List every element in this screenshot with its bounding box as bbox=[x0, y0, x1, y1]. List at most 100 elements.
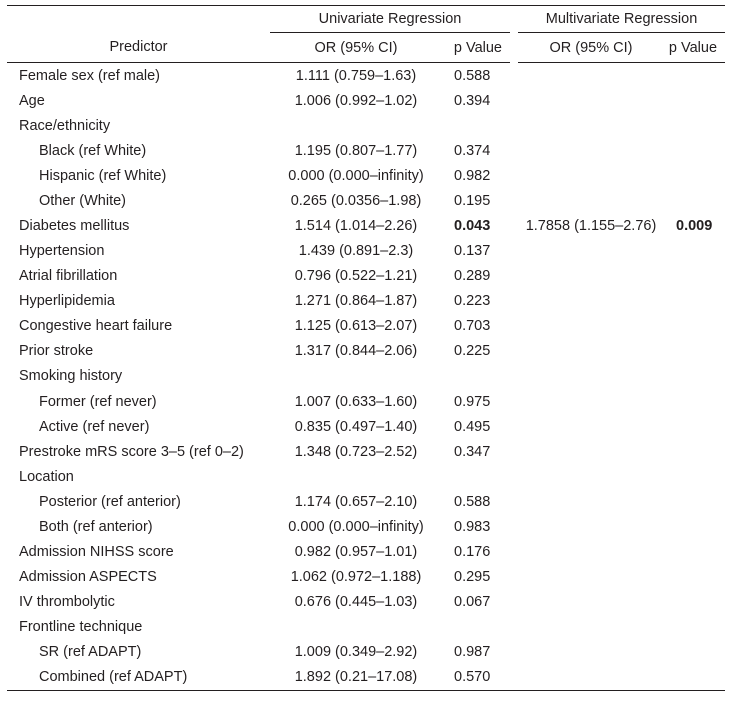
multivariate-or-cell bbox=[518, 239, 664, 264]
predictor-cell: Other (White) bbox=[39, 192, 127, 209]
predictor-cell: Location bbox=[19, 468, 74, 485]
table-row: Admission NIHSS score 0.982 (0.957–1.01) 0… bbox=[7, 539, 725, 564]
table-row: Black (ref White) 1.195 (0.807–1.77) 0.374 bbox=[7, 138, 725, 163]
univariate-or-cell: 1.111 (0.759–1.63) bbox=[295, 67, 417, 84]
table-row: Prior stroke 1.317 (0.844–2.06) 0.225 bbox=[7, 339, 725, 364]
multivariate-or-cell bbox=[518, 314, 664, 339]
table-row: Prestroke mRS score 3–5 (ref 0–2) 1.348 (… bbox=[7, 439, 725, 464]
multivariate-or-cell bbox=[518, 264, 664, 289]
predictor-cell: Prestroke mRS score 3–5 (ref 0–2) bbox=[19, 443, 244, 460]
multivariate-or-cell bbox=[518, 664, 664, 691]
univariate-or-cell: 1.007 (0.633–1.60) bbox=[294, 393, 418, 410]
univariate-or-cell: 0.982 (0.957–1.01) bbox=[294, 544, 418, 561]
table-row: Combined (ref ADAPT) 1.892 (0.21–17.08) 0.… bbox=[7, 664, 726, 691]
multivariate-or-cell bbox=[518, 615, 664, 640]
univariate-or-header: OR (95% CI) bbox=[270, 32, 442, 63]
gap-cell bbox=[510, 664, 518, 691]
multivariate-p-cell bbox=[664, 489, 725, 514]
multivariate-header: Multivariate Regression bbox=[518, 5, 726, 33]
predictor-cell: SR (ref ADAPT) bbox=[39, 644, 142, 661]
gap-cell bbox=[510, 489, 518, 514]
predictor-cell: Admission NIHSS score bbox=[19, 544, 174, 561]
multivariate-or-cell bbox=[518, 414, 664, 439]
univariate-or-cell: 1.514 (1.014–2.26) bbox=[294, 218, 418, 234]
gap-cell bbox=[510, 188, 518, 213]
univariate-or-cell: 0.796 (0.522–1.21) bbox=[294, 268, 418, 285]
univariate-p-cell: 0.067 bbox=[454, 594, 491, 611]
multivariate-p-cell bbox=[664, 640, 725, 665]
gap-cell bbox=[510, 63, 518, 89]
regression-table-container: Univariate Regression Multivariate Regre… bbox=[7, 5, 726, 691]
table-row: SR (ref ADAPT) 1.009 (0.349–2.92) 0.987 bbox=[7, 640, 725, 665]
univariate-or-cell bbox=[270, 364, 442, 389]
table-row: Age 1.006 (0.992–1.02) 0.394 bbox=[7, 88, 725, 113]
univariate-or-cell: 0.676 (0.445–1.03) bbox=[294, 594, 418, 611]
univariate-or-cell bbox=[270, 615, 442, 640]
table-row: Hyperlipidemia 1.271 (0.864–1.87) 0.223 bbox=[7, 289, 725, 314]
univariate-p-cell: 0.289 bbox=[454, 268, 491, 285]
multivariate-p-cell bbox=[664, 289, 725, 314]
predictor-cell: Frontline technique bbox=[19, 619, 143, 636]
multivariate-p-cell bbox=[664, 414, 725, 439]
multivariate-or-cell bbox=[518, 640, 664, 665]
multivariate-p-cell bbox=[664, 590, 725, 615]
univariate-p-cell: 0.588 bbox=[454, 493, 491, 510]
univariate-or-cell: 1.348 (0.723–2.52) bbox=[294, 443, 418, 460]
univariate-p-cell: 0.225 bbox=[454, 343, 491, 360]
univariate-or-cell bbox=[270, 464, 442, 489]
gap-cell bbox=[510, 590, 518, 615]
univariate-p-cell: 0.982 bbox=[454, 167, 491, 184]
univariate-p-cell: 0.137 bbox=[454, 243, 491, 260]
table-row: Congestive heart failure 1.125 (0.613–2.0… bbox=[7, 314, 725, 339]
table-header: Univariate Regression Multivariate Regre… bbox=[7, 5, 726, 63]
univariate-or-cell: 0.000 (0.000–infinity) bbox=[288, 167, 424, 184]
predictor-cell: IV thrombolytic bbox=[19, 594, 115, 611]
multivariate-or-cell bbox=[518, 514, 664, 539]
gap-cell bbox=[510, 264, 518, 289]
gap-cell bbox=[510, 314, 518, 339]
gap-cell bbox=[510, 239, 518, 264]
multivariate-or-cell bbox=[518, 539, 664, 564]
univariate-p-cell bbox=[442, 464, 510, 489]
table-row: Frontline technique bbox=[7, 615, 725, 640]
univariate-or-cell: 1.006 (0.992–1.02) bbox=[294, 92, 418, 109]
multivariate-p-cell bbox=[664, 163, 725, 188]
multivariate-p-cell bbox=[664, 539, 725, 564]
univariate-p-cell: 0.495 bbox=[454, 418, 491, 435]
gap-cell bbox=[510, 113, 518, 138]
predictor-cell: Active (ref never) bbox=[39, 418, 150, 435]
gap-cell bbox=[510, 640, 518, 665]
univariate-or-cell: 1.125 (0.613–2.07) bbox=[294, 318, 418, 335]
multivariate-or-cell bbox=[518, 565, 664, 590]
multivariate-p-cell bbox=[664, 264, 725, 289]
predictor-cell: Hyperlipidemia bbox=[19, 293, 115, 310]
multivariate-or-cell bbox=[518, 590, 664, 615]
predictor-cell: Former (ref never) bbox=[39, 393, 157, 410]
table-row: Hispanic (ref White) 0.000 (0.000–infinit… bbox=[7, 163, 725, 188]
multivariate-or-cell bbox=[518, 289, 664, 314]
univariate-p-cell: 0.703 bbox=[454, 318, 491, 335]
multivariate-p-cell bbox=[664, 389, 725, 414]
predictor-cell: Both (ref anterior) bbox=[39, 518, 153, 535]
multivariate-or-cell bbox=[518, 63, 664, 89]
univariate-p-cell: 0.983 bbox=[454, 518, 491, 535]
predictor-cell: Race/ethnicity bbox=[19, 117, 111, 134]
multivariate-p-cell bbox=[664, 514, 725, 539]
multivariate-p-cell bbox=[664, 565, 725, 590]
univariate-p-cell: 0.195 bbox=[454, 192, 491, 209]
table-row: Race/ethnicity bbox=[7, 113, 725, 138]
gap-cell bbox=[510, 615, 518, 640]
predictor-cell: Congestive heart failure bbox=[19, 318, 173, 335]
predictor-cell: Posterior (ref anterior) bbox=[39, 493, 181, 510]
multivariate-or-cell bbox=[518, 138, 664, 163]
univariate-or-cell: 1.195 (0.807–1.77) bbox=[294, 142, 418, 159]
multivariate-p-cell bbox=[664, 615, 725, 640]
univariate-p-cell: 0.987 bbox=[454, 644, 491, 661]
table-row: IV thrombolytic 0.676 (0.445–1.03) 0.067 bbox=[7, 590, 725, 615]
table-row: Location bbox=[7, 464, 725, 489]
multivariate-or-cell bbox=[518, 364, 664, 389]
univariate-p-cell: 0.295 bbox=[454, 569, 491, 586]
predictor-cell: Female sex (ref male) bbox=[19, 67, 161, 84]
predictor-cell: Hispanic (ref White) bbox=[39, 167, 167, 184]
univariate-p-header: p Value bbox=[442, 32, 510, 63]
